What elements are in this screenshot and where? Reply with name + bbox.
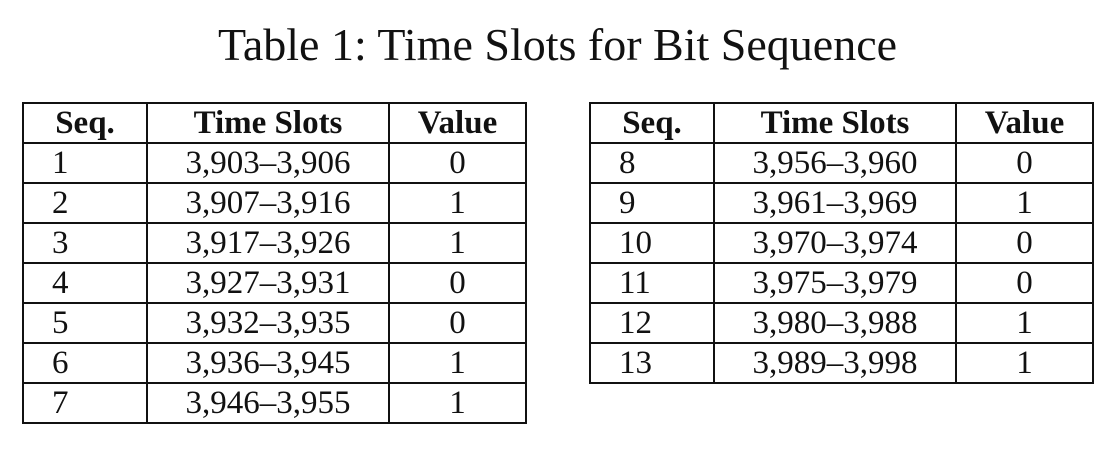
value-cell: 0 — [388, 142, 527, 184]
table-row: 3 3,917–3,926 1 — [22, 222, 527, 264]
header-value: Value — [955, 102, 1094, 144]
table-row: 10 3,970–3,974 0 — [589, 222, 1094, 264]
bit-sequence-table-left: Seq. Time Slots Value 1 3,903–3,906 0 2 3,90… — [22, 102, 527, 424]
time-slots-cell: 3,917–3,926 — [146, 222, 390, 264]
time-slots-cell: 3,961–3,969 — [713, 182, 957, 224]
table-row: 12 3,980–3,988 1 — [589, 302, 1094, 344]
seq-cell: 12 — [589, 302, 715, 344]
table-row: 7 3,946–3,955 1 — [22, 382, 527, 424]
header-seq: Seq. — [22, 102, 148, 144]
header-row: Seq. Time Slots Value — [22, 102, 527, 144]
time-slots-cell: 3,903–3,906 — [146, 142, 390, 184]
value-cell: 0 — [955, 262, 1094, 304]
header-row: Seq. Time Slots Value — [589, 102, 1094, 144]
seq-cell: 4 — [22, 262, 148, 304]
value-cell: 1 — [388, 382, 527, 424]
value-cell: 0 — [388, 262, 527, 304]
table-body-left: 1 3,903–3,906 0 2 3,907–3,916 1 3 3,917–3,926 1 4… — [22, 142, 527, 424]
value-cell: 1 — [955, 302, 1094, 344]
seq-cell: 2 — [22, 182, 148, 224]
seq-cell: 13 — [589, 342, 715, 384]
time-slots-cell: 3,946–3,955 — [146, 382, 390, 424]
seq-cell: 5 — [22, 302, 148, 344]
value-cell: 1 — [388, 342, 527, 384]
seq-cell: 7 — [22, 382, 148, 424]
table-row: 11 3,975–3,979 0 — [589, 262, 1094, 304]
header-value: Value — [388, 102, 527, 144]
table-row: 9 3,961–3,969 1 — [589, 182, 1094, 224]
time-slots-cell: 3,927–3,931 — [146, 262, 390, 304]
time-slots-cell: 3,932–3,935 — [146, 302, 390, 344]
value-cell: 0 — [955, 142, 1094, 184]
time-slots-cell: 3,936–3,945 — [146, 342, 390, 384]
value-cell: 0 — [955, 222, 1094, 264]
table-row: 4 3,927–3,931 0 — [22, 262, 527, 304]
seq-cell: 10 — [589, 222, 715, 264]
seq-cell: 8 — [589, 142, 715, 184]
seq-cell: 6 — [22, 342, 148, 384]
seq-cell: 1 — [22, 142, 148, 184]
time-slots-cell: 3,956–3,960 — [713, 142, 957, 184]
table-row: 6 3,936–3,945 1 — [22, 342, 527, 384]
table-row: 13 3,989–3,998 1 — [589, 342, 1094, 384]
header-time-slots: Time Slots — [713, 102, 957, 144]
table-row: 8 3,956–3,960 0 — [589, 142, 1094, 184]
table-row: 5 3,932–3,935 0 — [22, 302, 527, 344]
value-cell: 0 — [388, 302, 527, 344]
bit-sequence-table-right: Seq. Time Slots Value 8 3,956–3,960 0 9 3,96… — [589, 102, 1094, 384]
time-slots-cell: 3,970–3,974 — [713, 222, 957, 264]
time-slots-cell: 3,980–3,988 — [713, 302, 957, 344]
time-slots-cell: 3,989–3,998 — [713, 342, 957, 384]
seq-cell: 11 — [589, 262, 715, 304]
table-row: 2 3,907–3,916 1 — [22, 182, 527, 224]
header-seq: Seq. — [589, 102, 715, 144]
table-row: 1 3,903–3,906 0 — [22, 142, 527, 184]
seq-cell: 9 — [589, 182, 715, 224]
time-slots-cell: 3,907–3,916 — [146, 182, 390, 224]
value-cell: 1 — [955, 342, 1094, 384]
header-time-slots: Time Slots — [146, 102, 390, 144]
table-caption: Table 1: Time Slots for Bit Sequence — [217, 19, 898, 70]
value-cell: 1 — [388, 182, 527, 224]
seq-cell: 3 — [22, 222, 148, 264]
table-body-right: 8 3,956–3,960 0 9 3,961–3,969 1 10 3,970–3,974 0… — [589, 142, 1094, 384]
value-cell: 1 — [955, 182, 1094, 224]
time-slots-cell: 3,975–3,979 — [713, 262, 957, 304]
value-cell: 1 — [388, 222, 527, 264]
